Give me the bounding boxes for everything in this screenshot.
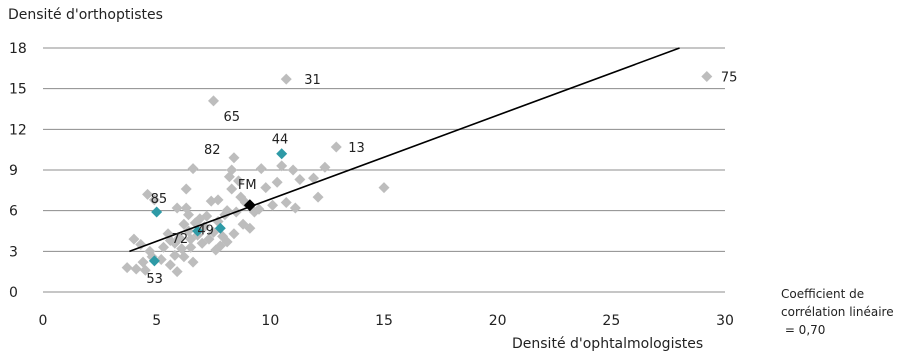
highlighted-point (151, 207, 162, 218)
x-tick-label: 25 (602, 313, 620, 329)
data-point (272, 177, 283, 188)
y-tick-label: 15 (9, 82, 27, 98)
data-point (138, 257, 149, 268)
point-label: 53 (146, 272, 163, 287)
x-tick-label: 20 (489, 313, 507, 329)
point-label: 72 (172, 232, 189, 247)
y-tick-label: 3 (9, 244, 18, 260)
point-label: 13 (348, 141, 365, 156)
data-point (181, 183, 192, 194)
data-point (379, 182, 390, 193)
correlation-note-line-1: Coefficient de (781, 285, 894, 303)
data-point (331, 141, 342, 152)
data-point (319, 162, 330, 173)
y-tick-label: 12 (9, 122, 27, 138)
x-tick-label: 0 (39, 313, 48, 329)
data-point (290, 202, 301, 213)
point-label: 85 (151, 192, 168, 207)
data-point (281, 197, 292, 208)
correlation-note-line-3: = 0,70 (781, 321, 894, 339)
data-point (256, 163, 267, 174)
data-point (701, 71, 712, 82)
data-point (288, 165, 299, 176)
data-point (178, 251, 189, 262)
x-tick-label: 15 (375, 313, 393, 329)
point-label: 65 (224, 110, 241, 125)
x-tick-label: 30 (716, 313, 734, 329)
data-point (172, 266, 183, 277)
data-point (228, 152, 239, 163)
correlation-note: Coefficient de corrélation linéaire = 0,… (781, 285, 894, 339)
x-axis-title: Densité d'ophtalmologistes (512, 336, 703, 352)
data-point (188, 257, 199, 268)
data-point (188, 163, 199, 174)
x-tick-label: 5 (152, 313, 161, 329)
y-tick-label: 18 (9, 41, 27, 57)
data-point (165, 259, 176, 270)
y-tick-label: 9 (9, 163, 18, 179)
data-point (260, 182, 271, 193)
data-point (228, 228, 239, 239)
data-point (281, 74, 292, 85)
data-point (122, 262, 133, 273)
data-point (313, 192, 324, 203)
data-point (131, 263, 142, 274)
data-point (226, 183, 237, 194)
data-point (267, 200, 278, 211)
point-label: 49 (197, 223, 214, 238)
point-label: 31 (304, 73, 321, 88)
point-label: FM (238, 178, 257, 193)
point-label: 82 (204, 143, 221, 158)
highlighted-point (276, 148, 287, 159)
point-label: 75 (721, 70, 738, 85)
point-label: 44 (272, 133, 289, 148)
y-tick-label: 6 (9, 204, 18, 220)
y-tick-label: 0 (9, 285, 18, 301)
data-point (294, 174, 305, 185)
correlation-note-line-2: corrélation linéaire (781, 303, 894, 321)
data-point (208, 95, 219, 106)
x-tick-label: 10 (261, 313, 279, 329)
